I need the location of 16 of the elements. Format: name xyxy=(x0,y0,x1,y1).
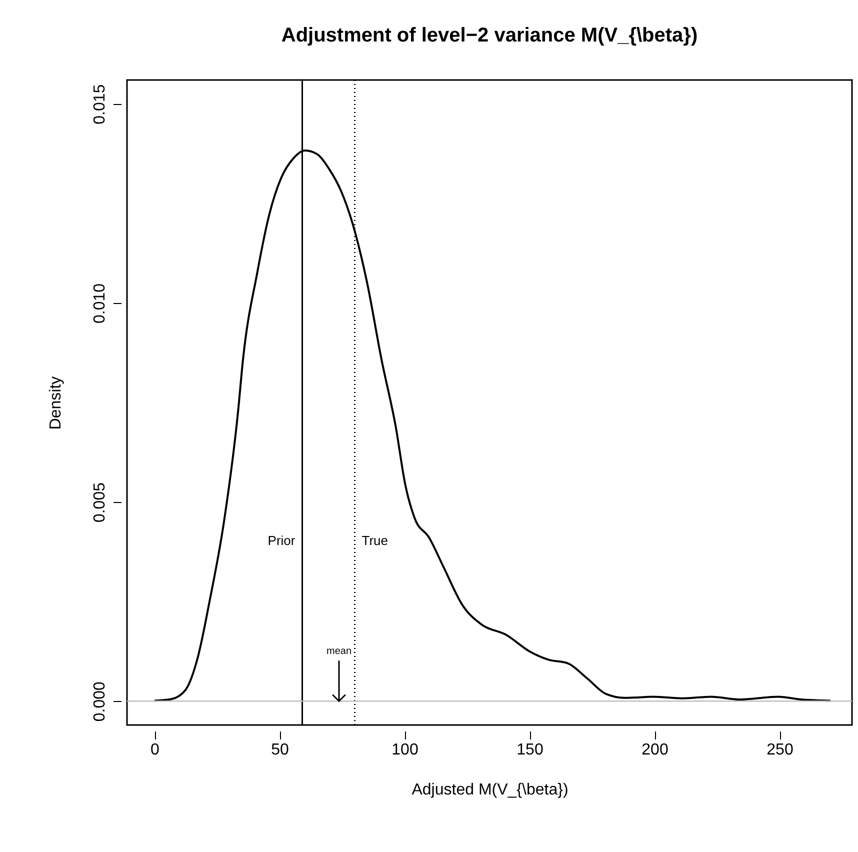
x-tick-label: 100 xyxy=(392,742,418,758)
annotation: mean xyxy=(326,646,352,658)
ref-line-label: True xyxy=(362,533,388,548)
y-tick-label: 0.000 xyxy=(92,681,108,722)
x-tick-label: 0 xyxy=(150,742,160,758)
x-tick-label: 150 xyxy=(516,742,544,758)
y-tick-label: 0.015 xyxy=(92,84,108,124)
y-tick-label: 0.005 xyxy=(92,482,108,523)
x-tick-label: 250 xyxy=(766,742,794,758)
y-axis-title: Density xyxy=(48,376,64,430)
chart-title: Adjustment of level−2 variance M(V_{\beta}) xyxy=(281,24,698,46)
ref-line-label: Prior xyxy=(268,533,296,548)
x-tick-label: 200 xyxy=(642,742,668,758)
y-tick-label: 0.010 xyxy=(92,283,108,324)
x-axis-title: Adjusted M(V_{\beta}) xyxy=(412,782,568,798)
x-tick-label: 50 xyxy=(271,742,289,758)
